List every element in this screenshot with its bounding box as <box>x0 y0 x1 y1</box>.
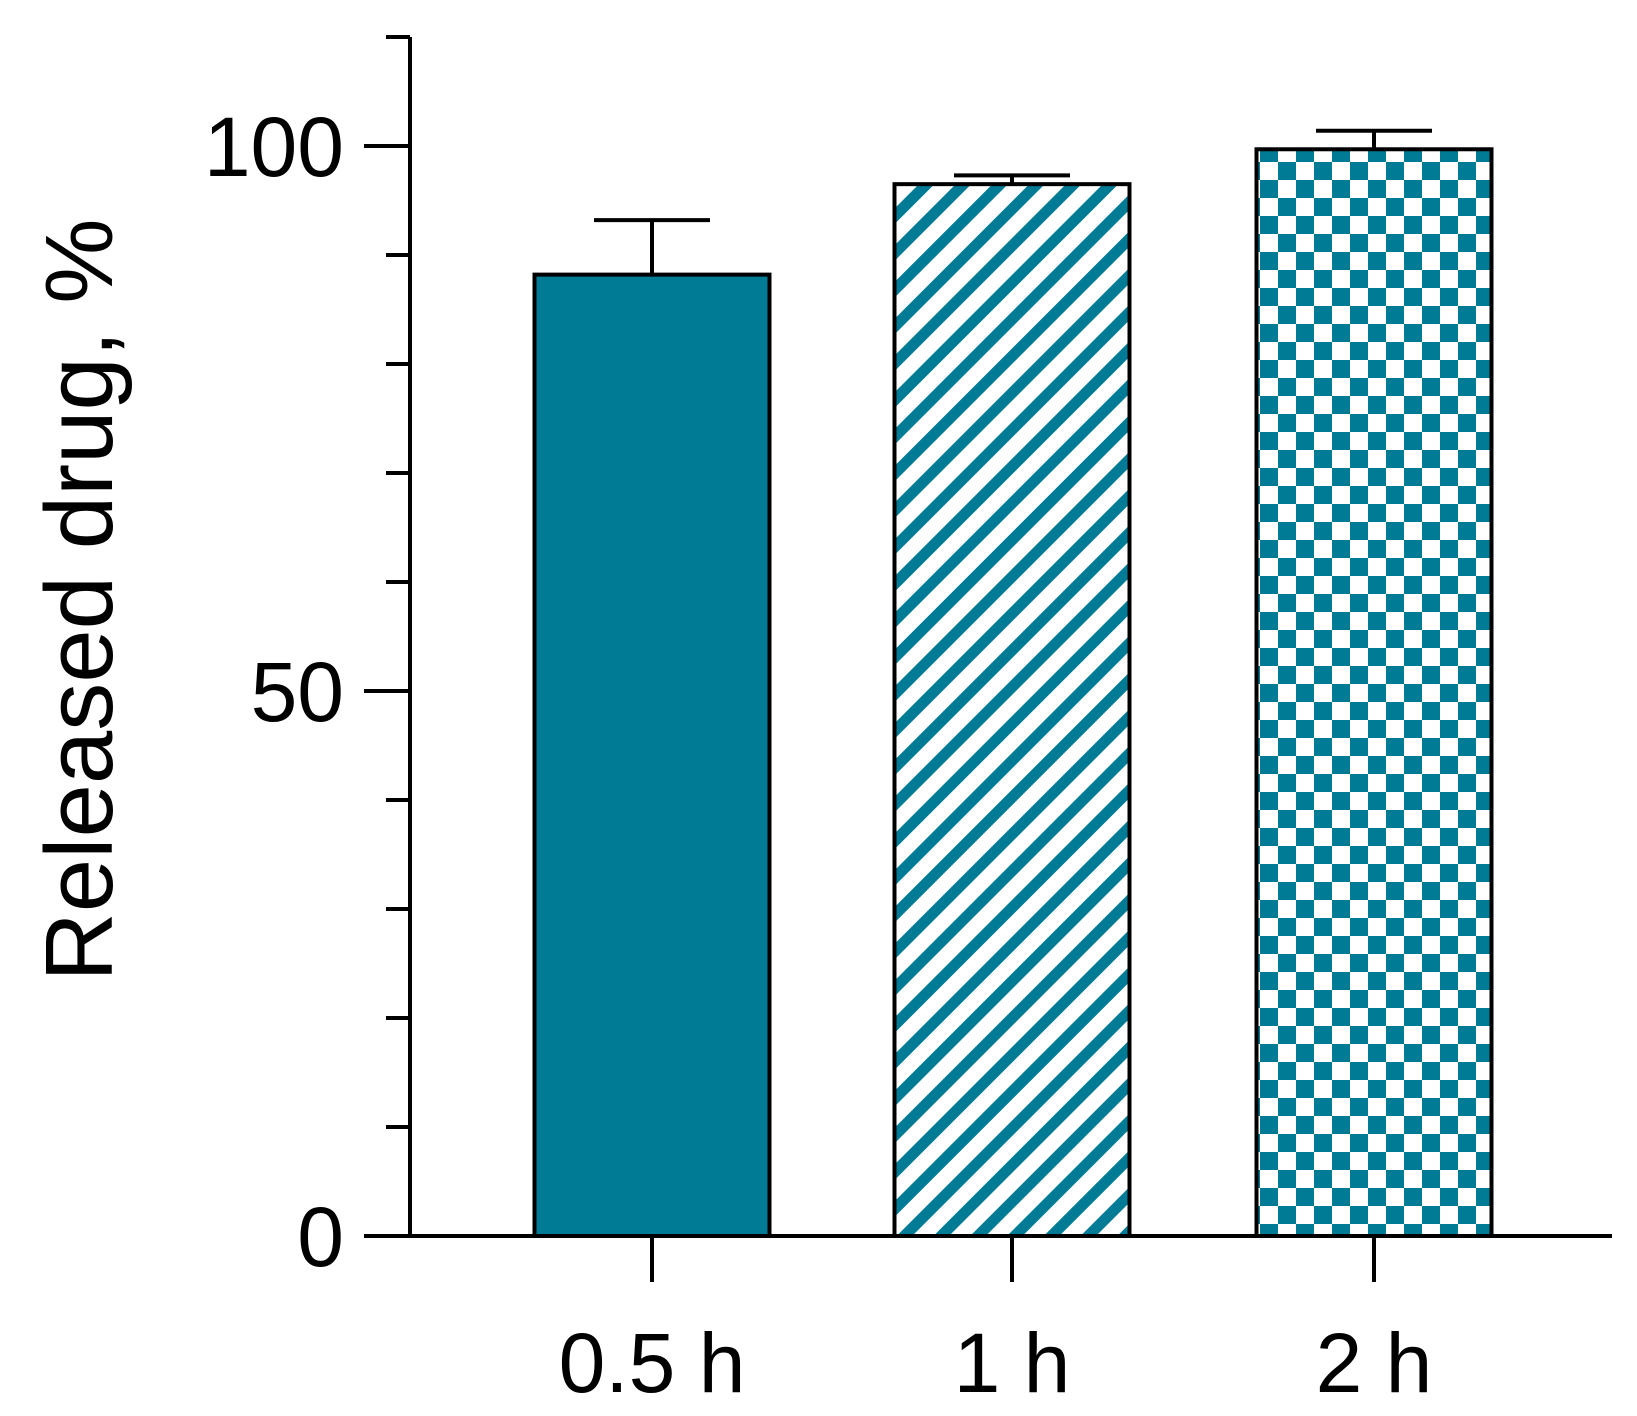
x-axis-ticks: 0.5 h 1 h 2 h <box>559 1236 1433 1410</box>
bars <box>532 147 1494 1238</box>
y-tick-label: 100 <box>204 100 344 194</box>
y-tick-label: 0 <box>297 1190 344 1284</box>
bar <box>1254 147 1494 1238</box>
y-tick-label: 50 <box>251 645 344 739</box>
error-bars <box>594 128 1432 275</box>
bar <box>892 182 1132 1238</box>
x-tick-label: 2 h <box>1316 1316 1433 1410</box>
x-tick-label: 0.5 h <box>559 1316 746 1410</box>
x-tick-label: 1 h <box>954 1316 1071 1410</box>
y-axis-ticks: 0 50 100 <box>204 35 410 1284</box>
y-axis-title: Released drug, % <box>26 218 133 981</box>
bar <box>532 272 772 1238</box>
